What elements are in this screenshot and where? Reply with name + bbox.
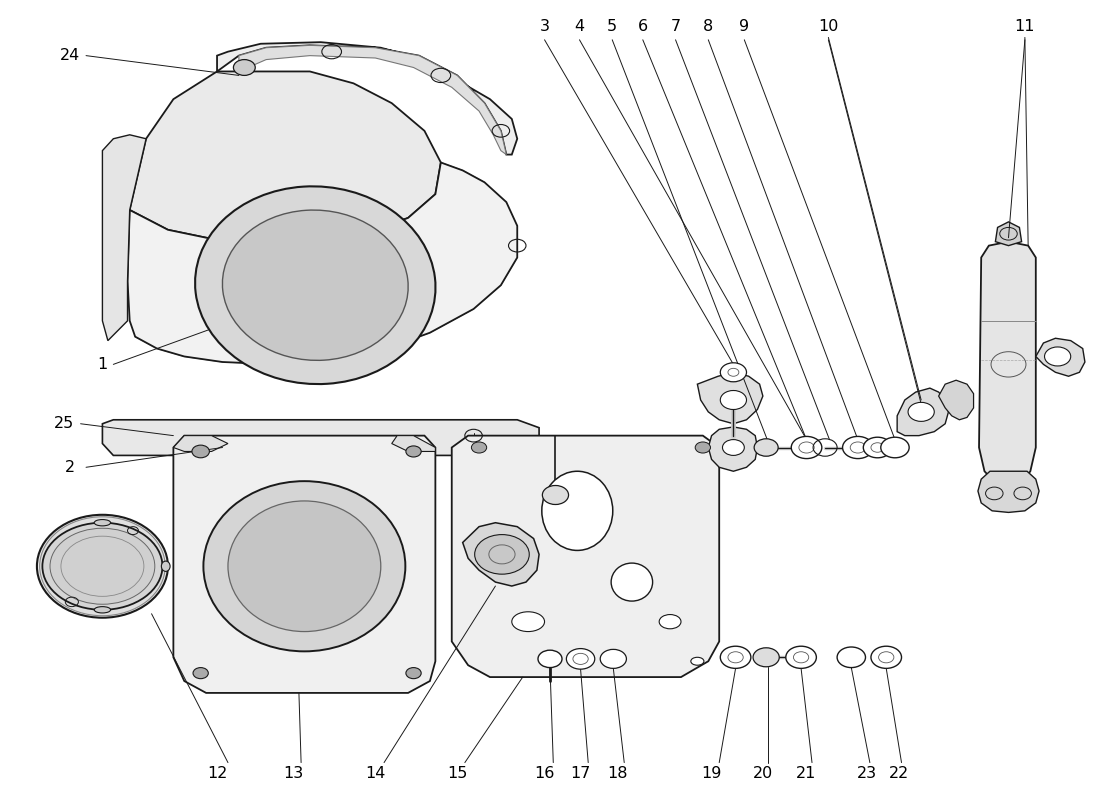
Text: 6: 6: [638, 19, 648, 34]
Ellipse shape: [40, 517, 165, 616]
Ellipse shape: [204, 481, 406, 651]
Text: 14: 14: [365, 766, 385, 781]
Circle shape: [843, 437, 873, 458]
Circle shape: [837, 647, 866, 667]
Ellipse shape: [542, 471, 613, 550]
Ellipse shape: [162, 561, 170, 571]
Circle shape: [601, 650, 626, 668]
Ellipse shape: [37, 514, 168, 618]
Text: 20: 20: [752, 766, 773, 781]
Polygon shape: [174, 436, 436, 693]
Polygon shape: [239, 526, 310, 578]
Text: 1: 1: [97, 357, 108, 372]
Circle shape: [909, 402, 934, 422]
Polygon shape: [128, 162, 517, 364]
Circle shape: [723, 439, 745, 455]
Ellipse shape: [95, 606, 111, 613]
Circle shape: [192, 667, 208, 678]
Circle shape: [406, 667, 421, 678]
Circle shape: [754, 648, 779, 666]
Polygon shape: [174, 436, 228, 451]
Polygon shape: [697, 372, 763, 424]
Polygon shape: [217, 42, 517, 154]
Text: 19: 19: [702, 766, 722, 781]
Polygon shape: [130, 71, 441, 246]
Text: 3: 3: [539, 19, 550, 34]
Polygon shape: [938, 380, 974, 420]
Polygon shape: [996, 222, 1022, 246]
Text: 25: 25: [54, 416, 75, 431]
Circle shape: [566, 649, 595, 669]
Circle shape: [871, 646, 902, 668]
Text: 23: 23: [857, 766, 877, 781]
Circle shape: [785, 646, 816, 668]
Circle shape: [755, 438, 778, 456]
Polygon shape: [979, 242, 1036, 487]
Polygon shape: [463, 522, 539, 586]
Text: 2: 2: [65, 460, 75, 474]
Text: 15: 15: [447, 766, 468, 781]
Text: 5: 5: [607, 19, 617, 34]
Circle shape: [791, 437, 822, 458]
Circle shape: [406, 446, 421, 457]
Polygon shape: [1036, 338, 1085, 376]
Circle shape: [695, 442, 711, 453]
Polygon shape: [392, 436, 436, 451]
Text: 12: 12: [207, 766, 228, 781]
Circle shape: [720, 390, 747, 410]
Text: 9: 9: [739, 19, 749, 34]
Circle shape: [720, 646, 751, 668]
Polygon shape: [239, 46, 506, 154]
Text: 17: 17: [571, 766, 591, 781]
Polygon shape: [305, 526, 381, 586]
Circle shape: [881, 438, 910, 458]
Polygon shape: [978, 471, 1040, 513]
Text: 16: 16: [535, 766, 554, 781]
Ellipse shape: [691, 658, 704, 666]
Ellipse shape: [195, 186, 436, 384]
Circle shape: [720, 362, 747, 382]
Polygon shape: [898, 388, 948, 436]
Circle shape: [472, 442, 486, 453]
Text: 24: 24: [59, 48, 80, 63]
Circle shape: [191, 445, 209, 458]
Text: 21: 21: [796, 766, 816, 781]
Text: 8: 8: [703, 19, 714, 34]
Polygon shape: [452, 436, 719, 677]
Circle shape: [233, 59, 255, 75]
Text: 11: 11: [1014, 19, 1035, 34]
Ellipse shape: [512, 612, 544, 631]
Polygon shape: [128, 162, 517, 364]
Text: 10: 10: [818, 19, 838, 34]
Text: 4: 4: [574, 19, 584, 34]
Ellipse shape: [222, 210, 408, 360]
Polygon shape: [102, 134, 146, 341]
Polygon shape: [102, 420, 539, 455]
Ellipse shape: [612, 563, 652, 601]
Ellipse shape: [95, 519, 111, 526]
Text: 13: 13: [284, 766, 304, 781]
Circle shape: [50, 528, 155, 604]
Ellipse shape: [228, 501, 381, 631]
Text: 18: 18: [607, 766, 628, 781]
Circle shape: [475, 534, 529, 574]
Text: 22: 22: [889, 766, 910, 781]
Ellipse shape: [659, 614, 681, 629]
Text: 7: 7: [671, 19, 681, 34]
Circle shape: [43, 522, 163, 610]
Circle shape: [538, 650, 562, 667]
Circle shape: [864, 438, 892, 458]
Circle shape: [542, 486, 569, 505]
Polygon shape: [708, 427, 758, 471]
Circle shape: [1045, 347, 1070, 366]
